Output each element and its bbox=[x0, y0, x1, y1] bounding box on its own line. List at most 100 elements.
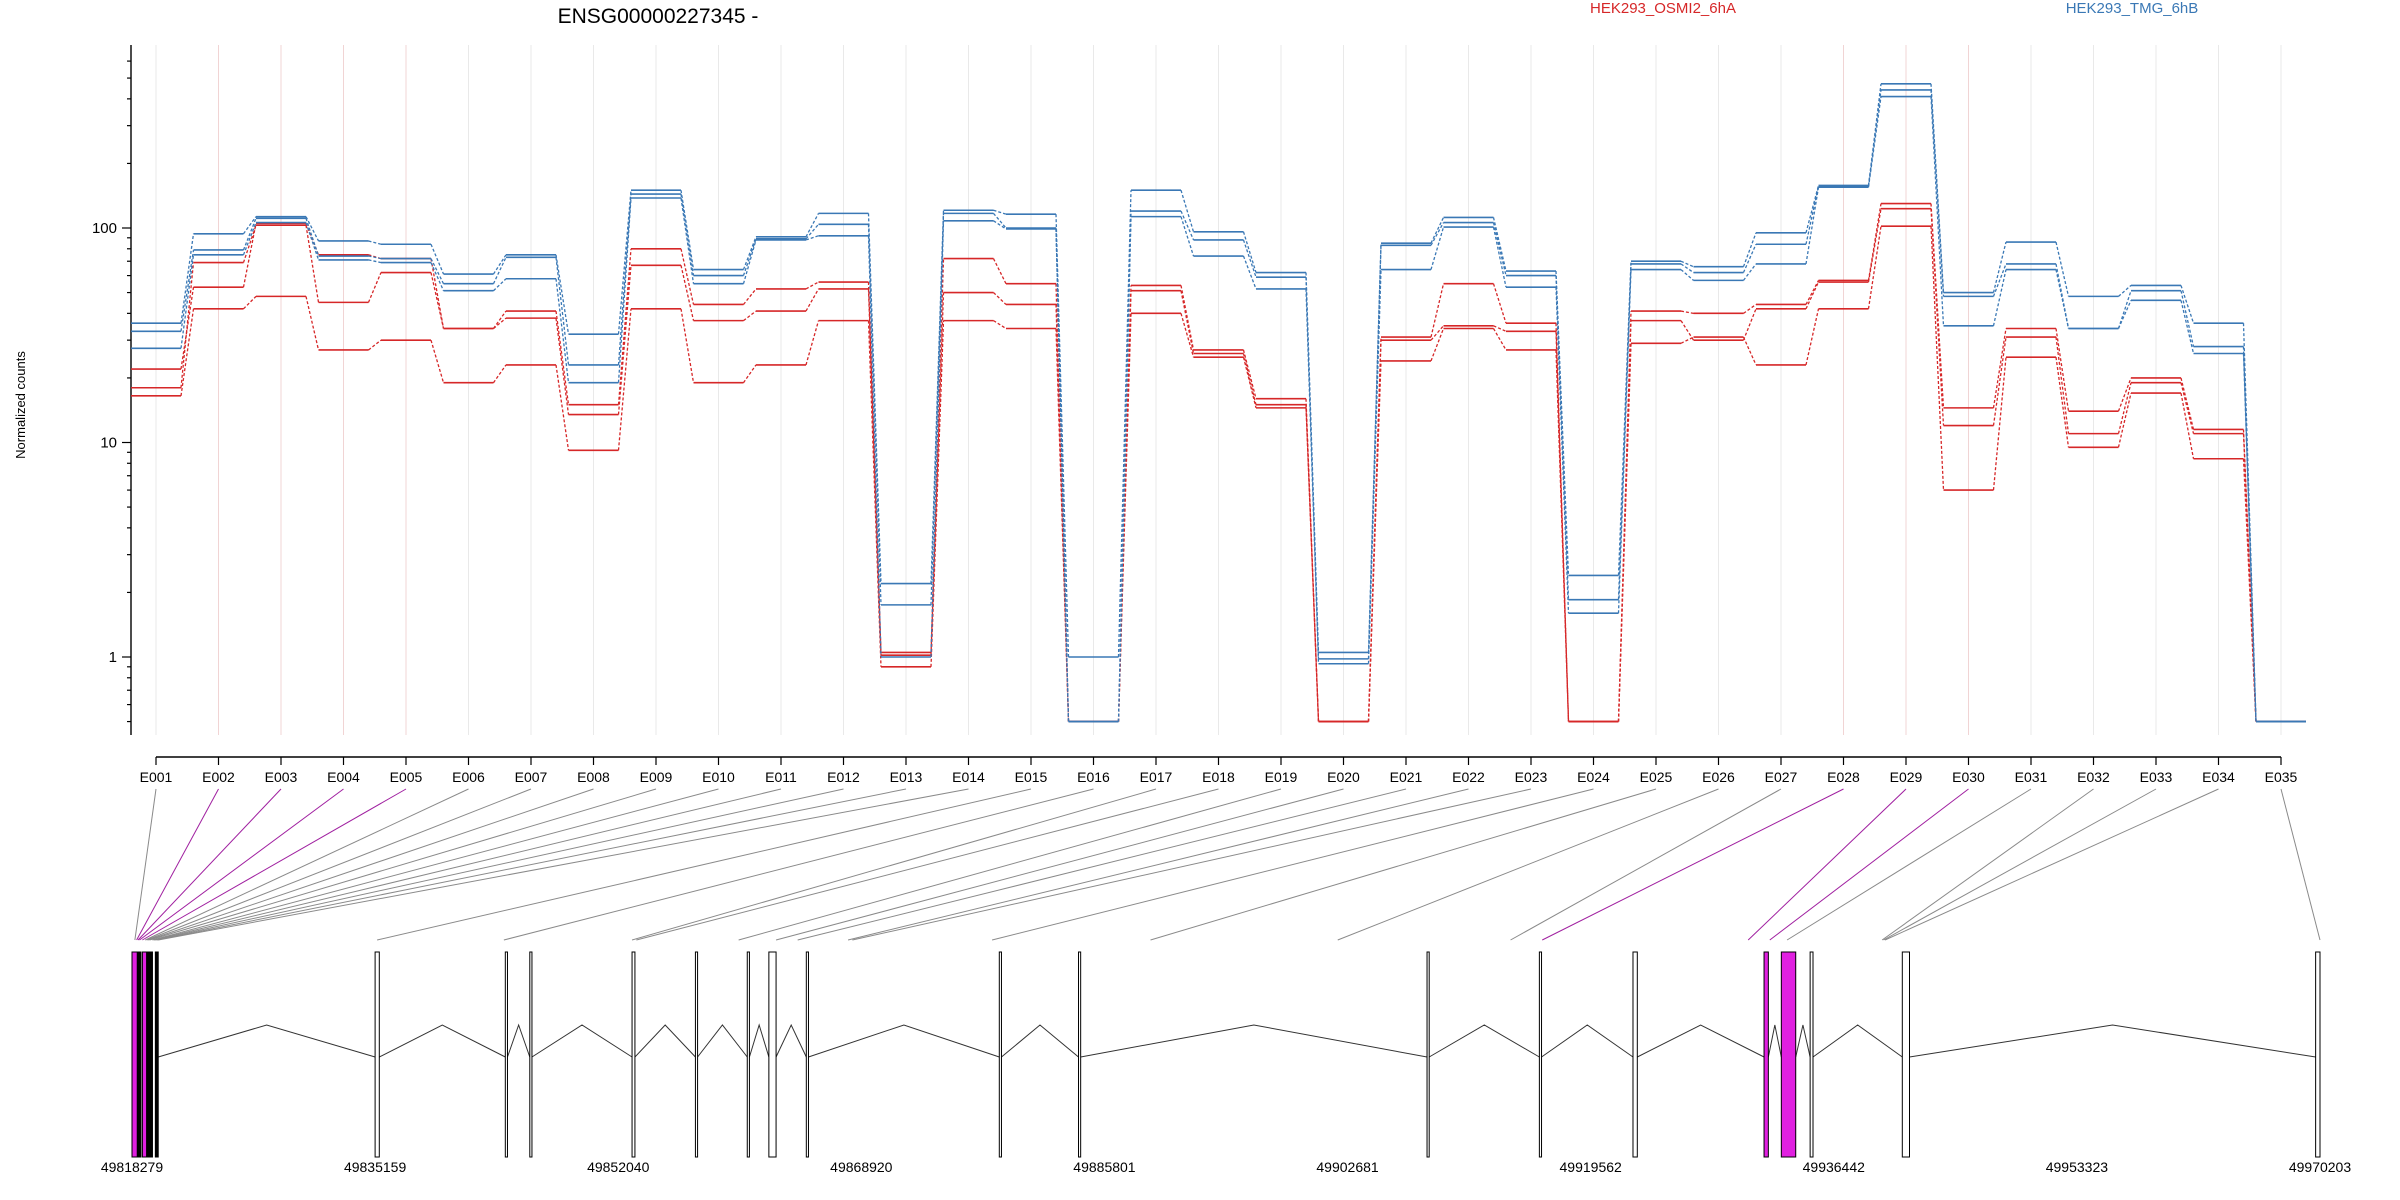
series-6-connector bbox=[180, 96, 2257, 722]
connector-E012 bbox=[155, 788, 844, 941]
x-tick-label-E026: E026 bbox=[1702, 769, 1735, 785]
exon-block-16 bbox=[1426, 951, 1430, 1158]
exon-block-4 bbox=[146, 951, 153, 1158]
y-tick-label: 100 bbox=[92, 220, 117, 237]
chart-title: ENSG00000227345 - bbox=[558, 5, 759, 28]
connector-E018 bbox=[636, 788, 1219, 941]
x-tick-label-E022: E022 bbox=[1452, 769, 1485, 785]
connector-E025 bbox=[1150, 788, 1657, 941]
genomic-tick-label: 49970203 bbox=[2289, 1159, 2352, 1175]
series-3-connector bbox=[180, 226, 2257, 722]
x-tick-label-E020: E020 bbox=[1327, 769, 1360, 785]
series-5 bbox=[131, 89, 2306, 723]
connector-E019 bbox=[738, 788, 1282, 941]
x-tick-label-E003: E003 bbox=[265, 769, 298, 785]
connector-E010 bbox=[152, 788, 719, 941]
y-tick-label: 1 bbox=[109, 649, 117, 666]
x-tick-label-E019: E019 bbox=[1265, 769, 1298, 785]
x-tick-label-E013: E013 bbox=[890, 769, 923, 785]
exon-block-5 bbox=[154, 951, 159, 1158]
x-tick-label-E009: E009 bbox=[640, 769, 673, 785]
connector-E031 bbox=[1786, 788, 2032, 941]
exon-block-21 bbox=[1809, 951, 1814, 1158]
connector-E034 bbox=[1884, 788, 2219, 941]
exon-block-14 bbox=[998, 951, 1002, 1158]
x-tick-label-E010: E010 bbox=[702, 769, 735, 785]
x-tick-label-E005: E005 bbox=[390, 769, 423, 785]
x-tick-label-E004: E004 bbox=[327, 769, 360, 785]
exon-block-17 bbox=[1538, 951, 1543, 1158]
connector-E035 bbox=[2280, 788, 2321, 941]
x-tick-label-E025: E025 bbox=[1640, 769, 1673, 785]
connector-E006 bbox=[145, 788, 469, 941]
connector-E030 bbox=[1769, 788, 1969, 941]
connector-E023 bbox=[852, 788, 1532, 941]
exon-block-10 bbox=[694, 951, 699, 1158]
x-tick-label-E027: E027 bbox=[1765, 769, 1798, 785]
x-tick-label-E015: E015 bbox=[1015, 769, 1048, 785]
genomic-tick-label: 49936442 bbox=[1803, 1159, 1866, 1175]
x-tick-label-E024: E024 bbox=[1577, 769, 1610, 785]
connector-E020 bbox=[775, 788, 1344, 941]
y-axis: 1 10 100 bbox=[92, 45, 132, 735]
x-tick-label-E018: E018 bbox=[1202, 769, 1235, 785]
genomic-tick-label: 49868920 bbox=[830, 1159, 893, 1175]
exon-block-6 bbox=[374, 951, 380, 1158]
connector-E001 bbox=[134, 788, 157, 941]
x-tick-label-E017: E017 bbox=[1140, 769, 1173, 785]
exon-block-20 bbox=[1780, 951, 1797, 1158]
genomic-axis: 49818279 49835159 49852040 49868920 49885801… bbox=[101, 1159, 2352, 1175]
series-lines bbox=[131, 83, 2306, 723]
connector-E027 bbox=[1510, 788, 1782, 941]
series-6 bbox=[131, 95, 2306, 723]
connector-E033 bbox=[1883, 788, 2157, 941]
exon-block-22 bbox=[1901, 951, 1911, 1158]
x-tick-label-E008: E008 bbox=[577, 769, 610, 785]
intron-lines bbox=[158, 1023, 2316, 1058]
connector-E003 bbox=[137, 788, 282, 941]
x-tick-label-E016: E016 bbox=[1077, 769, 1110, 785]
x-tick-label-E021: E021 bbox=[1390, 769, 1423, 785]
y-tick-label: 10 bbox=[100, 435, 117, 452]
gridlines bbox=[155, 45, 2282, 735]
exon-block-2 bbox=[136, 951, 142, 1158]
connector-E011 bbox=[153, 788, 782, 941]
connector-E007 bbox=[146, 788, 532, 941]
connector-E009 bbox=[149, 788, 657, 941]
x-tick-label-E006: E006 bbox=[452, 769, 485, 785]
exon-block-13 bbox=[805, 951, 809, 1158]
x-tick-label-E033: E033 bbox=[2140, 769, 2173, 785]
connector-E026 bbox=[1337, 788, 1719, 941]
x-tick-label-E034: E034 bbox=[2202, 769, 2235, 785]
exon-block-12 bbox=[768, 951, 777, 1158]
exon-block-23 bbox=[2315, 951, 2321, 1158]
genomic-tick-label: 49885801 bbox=[1073, 1159, 1136, 1175]
exon-block-8 bbox=[529, 951, 533, 1158]
exon-block-18 bbox=[1632, 951, 1638, 1158]
exon-block-7 bbox=[504, 951, 508, 1158]
genomic-tick-label: 49818279 bbox=[101, 1159, 164, 1175]
x-tick-label-E023: E023 bbox=[1515, 769, 1548, 785]
connector-E021 bbox=[797, 788, 1407, 941]
gene-model bbox=[131, 951, 2321, 1158]
x-tick-label-E011: E011 bbox=[765, 769, 797, 785]
x-tick-label-E031: E031 bbox=[2015, 769, 2048, 785]
connector-E028 bbox=[1542, 788, 1844, 941]
connector-E017 bbox=[631, 788, 1157, 941]
exon-block-3 bbox=[141, 951, 148, 1158]
genomic-tick-label: 49919562 bbox=[1560, 1159, 1623, 1175]
x-tick-label-E014: E014 bbox=[952, 769, 985, 785]
exon-connectors bbox=[134, 788, 2321, 941]
x-tick-label-E032: E032 bbox=[2077, 769, 2110, 785]
connector-E016 bbox=[503, 788, 1094, 941]
exon-block-9 bbox=[631, 951, 636, 1158]
genomic-tick-label: 49902681 bbox=[1316, 1159, 1379, 1175]
x-tick-label-E035: E035 bbox=[2265, 769, 2298, 785]
connector-E022 bbox=[847, 788, 1469, 941]
genomic-tick-label: 49835159 bbox=[344, 1159, 407, 1175]
exon-block-15 bbox=[1078, 951, 1082, 1158]
y-axis-label: Normalized counts bbox=[13, 351, 28, 459]
x-tick-label-E029: E029 bbox=[1890, 769, 1923, 785]
x-tick-label-E012: E012 bbox=[827, 769, 860, 785]
